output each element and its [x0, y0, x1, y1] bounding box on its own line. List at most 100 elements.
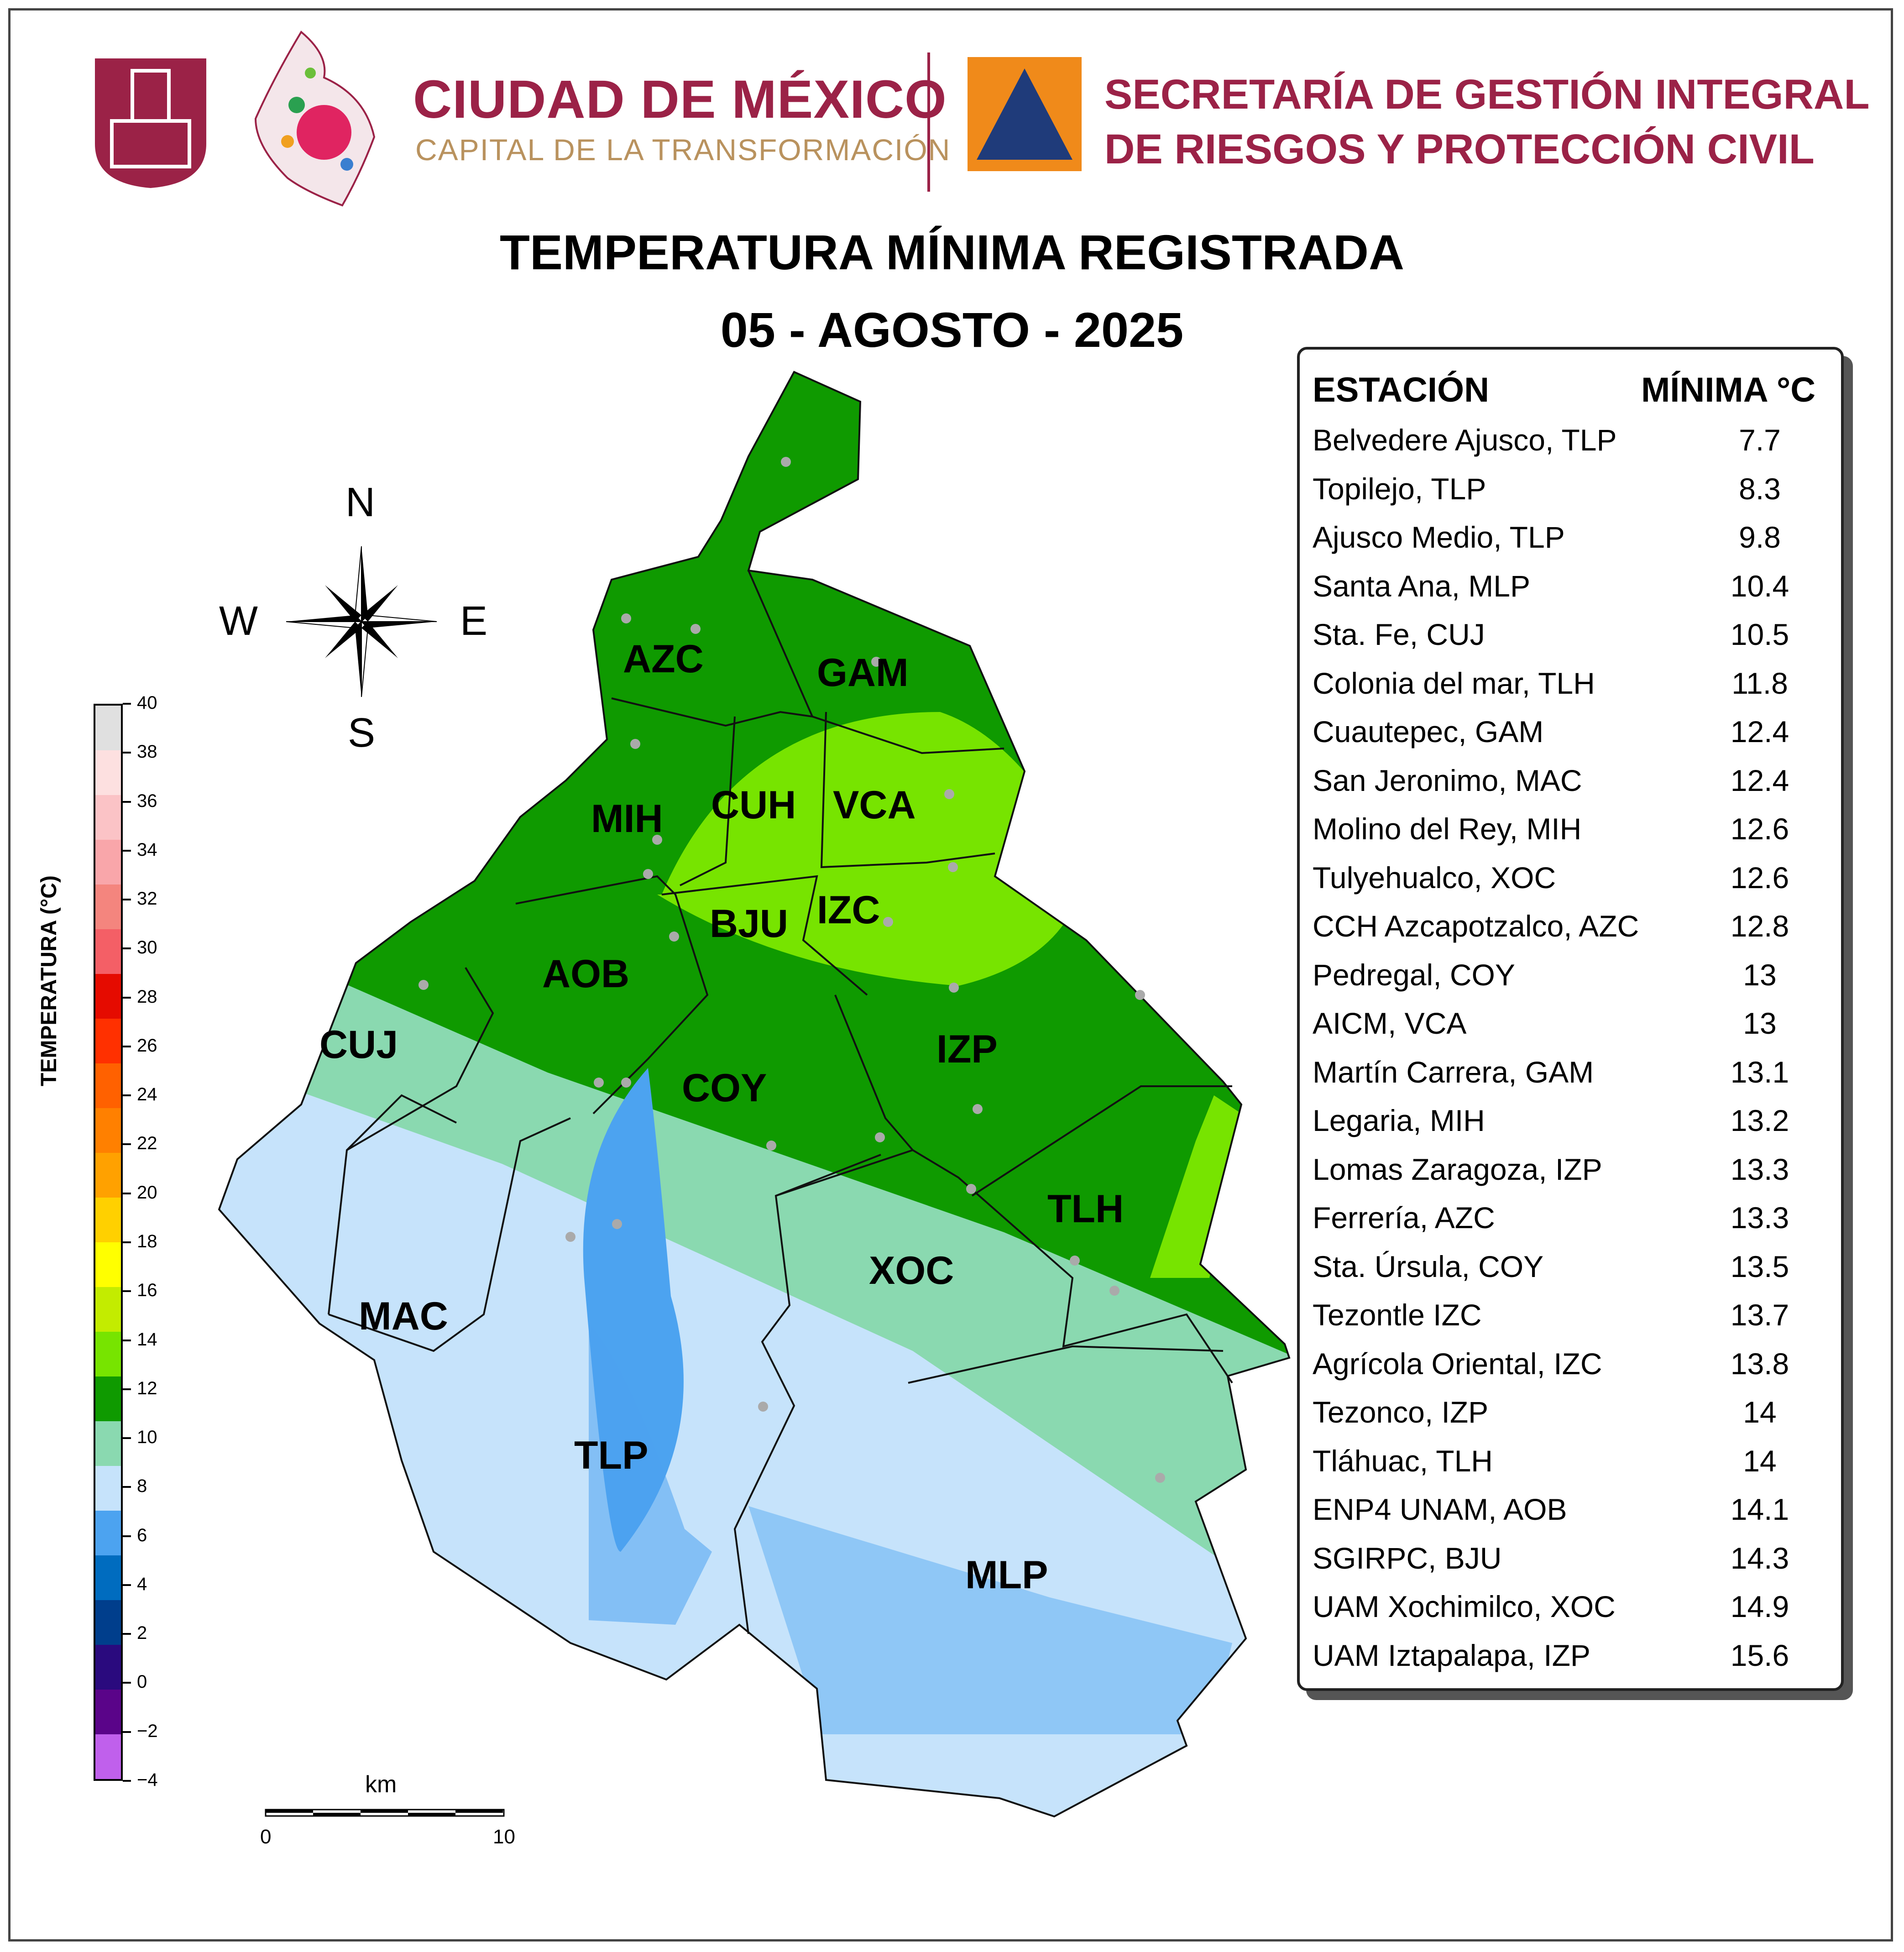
colorbar-tick-label: −2: [137, 1721, 158, 1741]
colorbar-tick: [123, 752, 131, 754]
station-name: Ferrería, AZC: [1313, 1201, 1495, 1235]
station-name: Topilejo, TLP: [1313, 471, 1486, 506]
colorbar-tick: [123, 1290, 131, 1293]
colorbar-tick-label: 20: [137, 1182, 157, 1203]
brand-subtitle: CAPITAL DE LA TRANSFORMACIÓN: [415, 133, 951, 167]
station-dots: [418, 457, 1165, 1483]
station-legend: ESTACIÓN MÍNIMA °C Belvedere Ajusco, TLP…: [1297, 347, 1844, 1691]
colorbar-tick: [123, 1682, 131, 1684]
legend-row: Colonia del mar, TLH 11.8: [1313, 666, 1833, 714]
station-name: Sta. Úrsula, COY: [1313, 1249, 1544, 1283]
label-xoc: XOC: [869, 1249, 954, 1293]
station-name: SGIRPC, BJU: [1313, 1541, 1502, 1575]
station-name: Tezontle IZC: [1313, 1298, 1482, 1332]
label-aob: AOB: [542, 952, 630, 996]
scale-start: 0: [260, 1826, 272, 1848]
colorbar-tick-label: 4: [137, 1574, 147, 1594]
legend-row: San Jeronimo, MAC 12.4: [1313, 763, 1833, 811]
label-vca: VCA: [833, 783, 916, 827]
colorbar-tick: [123, 1437, 131, 1439]
colorbar-tick: [123, 1486, 131, 1488]
proteccion-civil-logo: [968, 57, 1082, 171]
station-min: 12.4: [1730, 763, 1789, 797]
station-min: 14.3: [1730, 1541, 1789, 1575]
colorbar-tick-label: 38: [137, 742, 157, 762]
station-name: Colonia del mar, TLH: [1313, 666, 1595, 700]
map-date: 05 - AGOSTO - 2025: [720, 302, 1184, 357]
station-name: Tezonco, IZP: [1313, 1395, 1489, 1429]
colorbar-tick: [123, 1241, 131, 1243]
colorbar-tick: [123, 1633, 131, 1635]
legend-row: Santa Ana, MLP 10.4: [1313, 569, 1833, 617]
legend-row: UAM Xochimilco, XOC 14.9: [1313, 1589, 1833, 1638]
legend-row: Lomas Zaragoza, IZP 13.3: [1313, 1152, 1833, 1200]
legend-col-min: MÍNIMA °C: [1641, 371, 1816, 409]
colorbar-tick: [123, 1584, 131, 1586]
colorbar-tick-label: 2: [137, 1623, 147, 1643]
colorbar-segment: [95, 750, 121, 795]
station-min: 12.6: [1730, 860, 1789, 895]
legend-row: Ferrería, AZC 13.3: [1313, 1200, 1833, 1249]
station-name: Agrícola Oriental, IZC: [1313, 1346, 1602, 1381]
colorbar-segment: [95, 974, 121, 1019]
colorbar-tick: [123, 703, 131, 705]
station-min: 13.1: [1730, 1055, 1789, 1089]
colorbar-segment: [95, 929, 121, 974]
station-name: Pedregal, COY: [1313, 958, 1515, 992]
legend-row: Belvedere Ajusco, TLP 7.7: [1313, 423, 1833, 471]
legend-row: AICM, VCA 13: [1313, 1006, 1833, 1054]
legend-row: Legaria, MIH 13.2: [1313, 1103, 1833, 1151]
colorbar-tick: [123, 1731, 131, 1733]
colorbar-tick-label: 26: [137, 1035, 157, 1056]
colorbar-segment: [95, 1063, 121, 1108]
colorbar-tick: [123, 1192, 131, 1194]
colorbar-segment: [95, 706, 121, 750]
station-min: 8.3: [1739, 471, 1781, 506]
municipal-boundaries: [218, 371, 1291, 1818]
station-name: UAM Xochimilco, XOC: [1313, 1590, 1616, 1623]
station-min: 14.9: [1730, 1590, 1789, 1623]
station-name: San Jeronimo, MAC: [1313, 763, 1582, 797]
legend-row: ENP4 UNAM, AOB 14.1: [1313, 1492, 1833, 1540]
page-frame: [8, 8, 1893, 1942]
label-bju: BJU: [710, 902, 789, 946]
station-min: 12.4: [1730, 715, 1789, 748]
station-min: 14.1: [1730, 1492, 1789, 1526]
label-mih: MIH: [591, 797, 663, 841]
colorbar-tick: [123, 849, 131, 852]
legend-row: Sta. Fe, CUJ 10.5: [1313, 617, 1833, 665]
label-gam: GAM: [817, 651, 909, 695]
station-name: ENP4 UNAM, AOB: [1313, 1492, 1567, 1526]
label-mlp: MLP: [965, 1553, 1048, 1597]
legend-row: UAM Iztapalapa, IZP 15.6: [1313, 1638, 1833, 1686]
legend-row: Sta. Úrsula, COY 13.5: [1313, 1249, 1833, 1298]
colorbar-tick-label: 6: [137, 1525, 147, 1545]
legend-row: Martín Carrera, GAM 13.1: [1313, 1055, 1833, 1103]
colorbar-tick: [123, 1143, 131, 1146]
legend-row: Tezontle IZC 13.7: [1313, 1298, 1833, 1346]
colorbar-segment: [95, 1376, 121, 1421]
colorbar-tick: [123, 801, 131, 803]
colorbar-segment: [95, 1645, 121, 1690]
colorbar-tick: [123, 1388, 131, 1390]
station-min: 12.8: [1730, 909, 1789, 943]
station-min: 13.2: [1730, 1104, 1789, 1137]
legend-row: Pedregal, COY 13: [1313, 958, 1833, 1006]
agency-name-line2: DE RIESGOS Y PROTECCIÓN CIVIL: [1104, 126, 1815, 173]
colorbar-tick: [123, 996, 131, 999]
station-min: 14: [1743, 1395, 1777, 1429]
colorbar-tick-label: 30: [137, 937, 157, 958]
station-name: AICM, VCA: [1313, 1006, 1467, 1040]
temperature-colorbar: [94, 704, 123, 1781]
colorbar-tick: [123, 899, 131, 901]
colorbar-segment: [95, 1690, 121, 1734]
station-name: Santa Ana, MLP: [1313, 569, 1530, 603]
station-min: 14: [1743, 1444, 1777, 1478]
colorbar-segment: [95, 840, 121, 884]
cdmx-shield-logo: [92, 56, 209, 191]
station-name: UAM Iztapalapa, IZP: [1313, 1638, 1590, 1672]
colorbar-tick-label: 34: [137, 839, 157, 860]
station-name: Martín Carrera, GAM: [1313, 1055, 1594, 1089]
station-name: CCH Azcapotzalco, AZC: [1313, 909, 1639, 943]
colorbar-segment: [95, 795, 121, 840]
